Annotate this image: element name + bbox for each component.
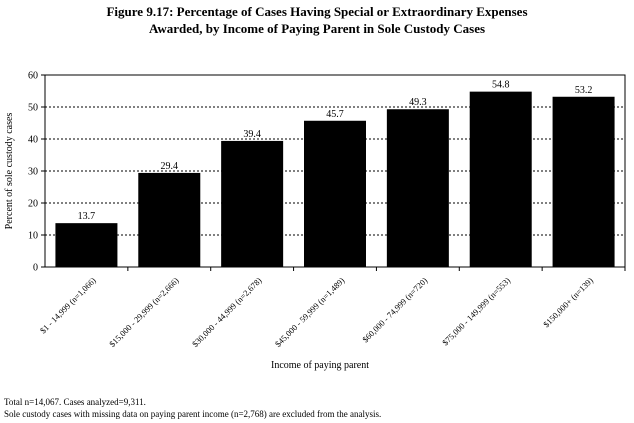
x-axis-label: Income of paying parent xyxy=(271,360,369,371)
x-axis-ticks: $1 - 14,999 (n=1,066) $15,000 - 29,999 (n… xyxy=(38,267,626,349)
x-tick-label: $60,000 - 74,999 (n=720) xyxy=(360,275,429,344)
bar xyxy=(386,109,449,268)
bar-value-label: 13.7 xyxy=(78,211,96,222)
y-tick-label: 0 xyxy=(33,263,38,274)
bar-value-labels: 13.7 29.4 39.4 45.7 49.3 54.8 53.2 xyxy=(78,80,593,223)
bar-value-label: 49.3 xyxy=(409,97,427,108)
x-tick-label: $30,000 - 44,999 (n=2,678) xyxy=(190,275,264,349)
y-axis-label: Percent of sole custody cases xyxy=(4,113,15,230)
bar xyxy=(469,91,532,267)
bar-value-label: 54.8 xyxy=(492,80,510,91)
bar xyxy=(221,140,284,267)
x-tick-label: $75,000 - 149,999 (n=553) xyxy=(440,275,512,347)
y-tick-label: 20 xyxy=(28,199,38,210)
chart-title-line-2: Awarded, by Income of Paying Parent in S… xyxy=(148,21,486,36)
y-tick-label: 10 xyxy=(28,231,38,242)
y-tick-label: 30 xyxy=(28,167,38,178)
bar xyxy=(552,96,615,267)
bar-value-label: 39.4 xyxy=(243,129,261,140)
bar-value-label: 45.7 xyxy=(326,109,344,120)
bar xyxy=(55,223,118,267)
chart-title-line-1: Figure 9.17: Percentage of Cases Having … xyxy=(106,4,528,19)
x-tick-label: $1 - 14,999 (n=1,066) xyxy=(38,275,98,335)
y-tick-label: 60 xyxy=(28,71,38,82)
x-tick-label: $15,000 - 29,999 (n=2,666) xyxy=(107,275,181,349)
bar-value-label: 53.2 xyxy=(575,85,593,96)
y-axis-ticks: 0 10 20 30 40 50 60 xyxy=(28,71,45,274)
bars xyxy=(55,91,615,268)
footnote-totals: Total n=14,067. Cases analyzed=9,311. xyxy=(4,397,146,407)
x-tick-label: $150,000+ (n=139) xyxy=(541,275,595,329)
y-tick-label: 40 xyxy=(28,135,38,146)
y-tick-label: 50 xyxy=(28,103,38,114)
bar-value-label: 29.4 xyxy=(161,161,179,172)
footnote-exclusions: Sole custody cases with missing data on … xyxy=(4,409,382,419)
bar xyxy=(304,120,366,267)
x-tick-label: $45,000 - 59,999 (n=1,489) xyxy=(273,275,347,349)
bar xyxy=(138,172,201,267)
